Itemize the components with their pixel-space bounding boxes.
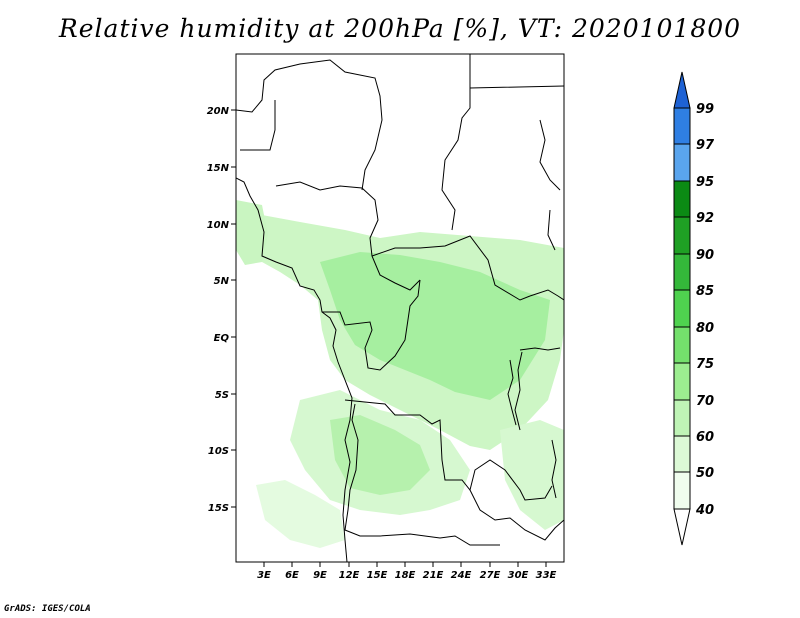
colorbar-segment — [673, 253, 691, 291]
lon-label: 9E — [313, 570, 327, 581]
colorbar-label: 85 — [696, 284, 714, 299]
lat-labels: 20N 15N 10N 5N EQ 5S 10S 15S — [207, 106, 230, 514]
lon-label: 30E — [508, 570, 529, 581]
colorbar-label: 80 — [696, 321, 714, 336]
colorbar-label: 92 — [696, 211, 714, 226]
lat-ticks — [231, 109, 236, 508]
lon-label: 6E — [285, 570, 299, 581]
colorbar-segment — [673, 399, 691, 437]
lat-label: 20N — [207, 106, 230, 117]
border-nigeria-cameroon — [275, 181, 421, 291]
lon-label: 3E — [257, 570, 271, 581]
lat-label: 5N — [214, 276, 230, 287]
lon-label: 12E — [339, 570, 360, 581]
lat-label: 10N — [207, 220, 230, 231]
colorbar-top-arrow — [673, 71, 691, 109]
border-angola — [344, 403, 500, 546]
lon-label: 21E — [423, 570, 444, 581]
lat-label: 5S — [215, 390, 229, 401]
colorbar-label: 95 — [696, 175, 714, 190]
lon-ticks — [263, 562, 547, 567]
lat-label: 15N — [207, 163, 230, 174]
border-drc-south — [344, 399, 553, 501]
colorbar-bottom-arrow — [673, 508, 691, 546]
border-east — [514, 289, 564, 431]
grads-credit: GrADS: IGES/COLA — [4, 604, 91, 614]
lon-label: 18E — [395, 570, 416, 581]
colorbar-label: 70 — [696, 394, 714, 409]
lake-shore — [507, 359, 557, 499]
lon-label: 27E — [480, 570, 501, 581]
lon-label: 24E — [451, 570, 472, 581]
colorbar-label: 90 — [696, 248, 714, 263]
colorbar-segment — [673, 471, 691, 510]
colorbar-segment — [673, 362, 691, 401]
colorbar-segment — [673, 289, 691, 328]
colorbar-segment — [673, 216, 691, 255]
colorbar-label: 60 — [696, 430, 714, 445]
lon-labels: 3E 6E 9E 12E 15E 18E 21E 24E 27E 30E 33E — [257, 570, 556, 581]
colorbar-labels: 99 97 95 92 90 85 80 75 70 60 50 40 — [695, 102, 715, 518]
humidity-region-southwest — [256, 480, 345, 548]
border-gabon-congo — [322, 279, 421, 371]
colorbar-segment — [673, 143, 691, 182]
lat-label: EQ — [214, 333, 230, 344]
map-title: Relative humidity at 200hPa [%], VT: 202… — [58, 14, 742, 43]
colorbar-segment — [673, 107, 691, 145]
map-frame — [235, 53, 565, 563]
colorbar-segment — [673, 180, 691, 218]
colorbar-label: 75 — [696, 357, 714, 372]
lon-label: 33E — [536, 570, 557, 581]
lat-label: 15S — [208, 503, 229, 514]
lat-label: 10S — [208, 446, 229, 457]
border-chad-car — [371, 235, 531, 301]
humidity-region-east — [500, 420, 564, 530]
colorbar-segment — [673, 326, 691, 364]
border-sahel — [240, 100, 276, 151]
country-borders — [236, 54, 564, 562]
colorbar-label: 50 — [696, 466, 714, 481]
humidity-shading — [236, 200, 564, 548]
humidity-region-central-inner — [320, 252, 550, 400]
lon-label: 15E — [367, 570, 388, 581]
colorbar-label: 40 — [695, 503, 714, 518]
border-sahara — [236, 59, 383, 191]
colorbar-segment — [673, 435, 691, 473]
colorbar-label: 97 — [696, 138, 715, 153]
colorbar — [673, 71, 691, 546]
colorbar-label: 99 — [696, 102, 714, 117]
coastline-west-africa — [236, 177, 353, 562]
border-libya-egypt — [441, 54, 471, 231]
border-zambia-zimbabwe — [469, 489, 564, 541]
humidity-region-west — [236, 200, 268, 265]
border-upper-right — [469, 85, 564, 251]
